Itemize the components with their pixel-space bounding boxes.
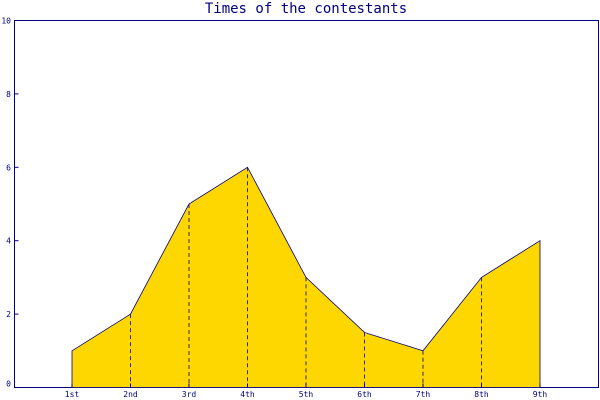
y-tick-label: 2 bbox=[6, 310, 11, 319]
x-axis-ticks: 1st 2nd 3rd 4th 5th 6th 7th 8th 9th bbox=[65, 383, 548, 399]
x-tick-label: 3rd bbox=[182, 390, 197, 399]
x-tick-label: 2nd bbox=[123, 390, 138, 399]
x-tick-label: 9th bbox=[533, 390, 548, 399]
y-tick-label: 0 bbox=[6, 380, 11, 389]
x-tick-label: 6th bbox=[357, 390, 372, 399]
x-tick-label: 8th bbox=[474, 390, 489, 399]
x-tick-label: 1st bbox=[65, 390, 80, 399]
drop-lines bbox=[130, 167, 482, 388]
y-tick-label: 10 bbox=[1, 17, 11, 26]
y-axis-ticks: 0 2 4 6 8 10 bbox=[1, 17, 19, 389]
y-tick-label: 8 bbox=[6, 90, 11, 99]
x-tick-label: 7th bbox=[416, 390, 431, 399]
x-tick-label: 5th bbox=[299, 390, 314, 399]
y-tick-label: 6 bbox=[6, 163, 11, 172]
y-tick-label: 4 bbox=[6, 237, 11, 246]
chart-title: Times of the contestants bbox=[205, 1, 407, 17]
x-tick-label: 4th bbox=[240, 390, 255, 399]
